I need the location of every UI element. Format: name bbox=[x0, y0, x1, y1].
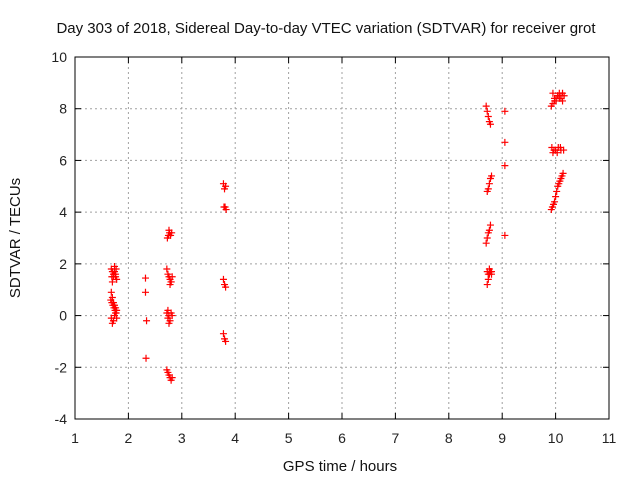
data-point bbox=[553, 187, 561, 195]
data-point bbox=[168, 312, 176, 320]
data-point bbox=[552, 193, 560, 201]
y-tick-label: 6 bbox=[59, 152, 67, 168]
y-tick-label: -2 bbox=[55, 359, 68, 375]
data-point bbox=[141, 274, 149, 282]
x-tick-label: 11 bbox=[602, 430, 617, 446]
x-tick-labels: 1 2 3 4 5 6 7 8 9 10 11 bbox=[71, 430, 616, 446]
x-tick-label: 4 bbox=[231, 430, 239, 446]
data-point bbox=[168, 374, 176, 382]
data-point bbox=[165, 226, 173, 234]
axis-ticks bbox=[74, 56, 610, 420]
data-point bbox=[219, 275, 227, 283]
data-point bbox=[112, 265, 120, 273]
x-axis-label: GPS time / hours bbox=[283, 458, 397, 475]
data-point bbox=[552, 97, 560, 105]
data-point bbox=[107, 288, 115, 296]
data-point bbox=[486, 221, 494, 229]
data-point bbox=[222, 283, 230, 291]
data-point bbox=[560, 146, 568, 154]
data-point bbox=[141, 288, 149, 296]
data-point bbox=[143, 317, 151, 325]
data-point bbox=[164, 306, 172, 314]
data-point bbox=[555, 89, 563, 97]
data-point bbox=[551, 198, 559, 206]
x-tick-label: 9 bbox=[498, 430, 506, 446]
data-point bbox=[501, 107, 509, 115]
x-tick-label: 6 bbox=[338, 430, 346, 446]
x-tick-label: 5 bbox=[285, 430, 293, 446]
data-point bbox=[222, 206, 230, 214]
data-point bbox=[501, 162, 509, 170]
y-tick-label: 4 bbox=[59, 204, 67, 220]
data-point bbox=[559, 97, 567, 105]
data-point bbox=[483, 107, 491, 115]
data-point bbox=[549, 89, 557, 97]
x-tick-label: 8 bbox=[445, 430, 453, 446]
x-tick-label: 2 bbox=[125, 430, 133, 446]
data-point bbox=[112, 309, 120, 317]
data-point bbox=[484, 112, 492, 120]
data-point bbox=[488, 270, 496, 278]
data-point bbox=[219, 330, 227, 338]
data-points bbox=[107, 89, 568, 384]
y-tick-label: 10 bbox=[51, 49, 67, 65]
data-point bbox=[486, 120, 494, 128]
data-point bbox=[482, 239, 490, 247]
y-tick-label: 8 bbox=[59, 101, 67, 117]
y-axis-label: SDTVAR / TECUs bbox=[7, 178, 24, 298]
data-point bbox=[485, 226, 493, 234]
data-point bbox=[168, 273, 176, 281]
x-tick-label: 10 bbox=[548, 430, 564, 446]
data-point bbox=[559, 169, 567, 177]
y-tick-label: 2 bbox=[59, 256, 67, 272]
x-tick-label: 3 bbox=[178, 430, 186, 446]
data-point bbox=[482, 102, 490, 110]
data-point bbox=[553, 149, 561, 157]
data-point bbox=[488, 172, 496, 180]
data-point bbox=[165, 319, 173, 327]
data-point bbox=[484, 185, 492, 193]
x-tick-label: 7 bbox=[392, 430, 400, 446]
x-tick-label: 1 bbox=[71, 430, 79, 446]
data-point bbox=[110, 270, 118, 278]
chart-title: Day 303 of 2018, Sidereal Day-to-day VTE… bbox=[56, 20, 596, 37]
data-point bbox=[483, 234, 491, 242]
data-point bbox=[163, 265, 171, 273]
y-tick-label: -4 bbox=[55, 411, 68, 427]
data-point bbox=[501, 138, 509, 146]
data-point bbox=[222, 337, 230, 345]
data-point bbox=[222, 182, 230, 190]
grid bbox=[75, 57, 609, 419]
y-tick-labels: -4 -2 0 2 4 6 8 10 bbox=[51, 49, 67, 427]
data-point bbox=[142, 354, 150, 362]
y-tick-label: 0 bbox=[59, 308, 67, 324]
data-point bbox=[501, 231, 509, 239]
data-point bbox=[485, 180, 493, 188]
data-point bbox=[483, 281, 491, 289]
data-point bbox=[167, 278, 175, 286]
